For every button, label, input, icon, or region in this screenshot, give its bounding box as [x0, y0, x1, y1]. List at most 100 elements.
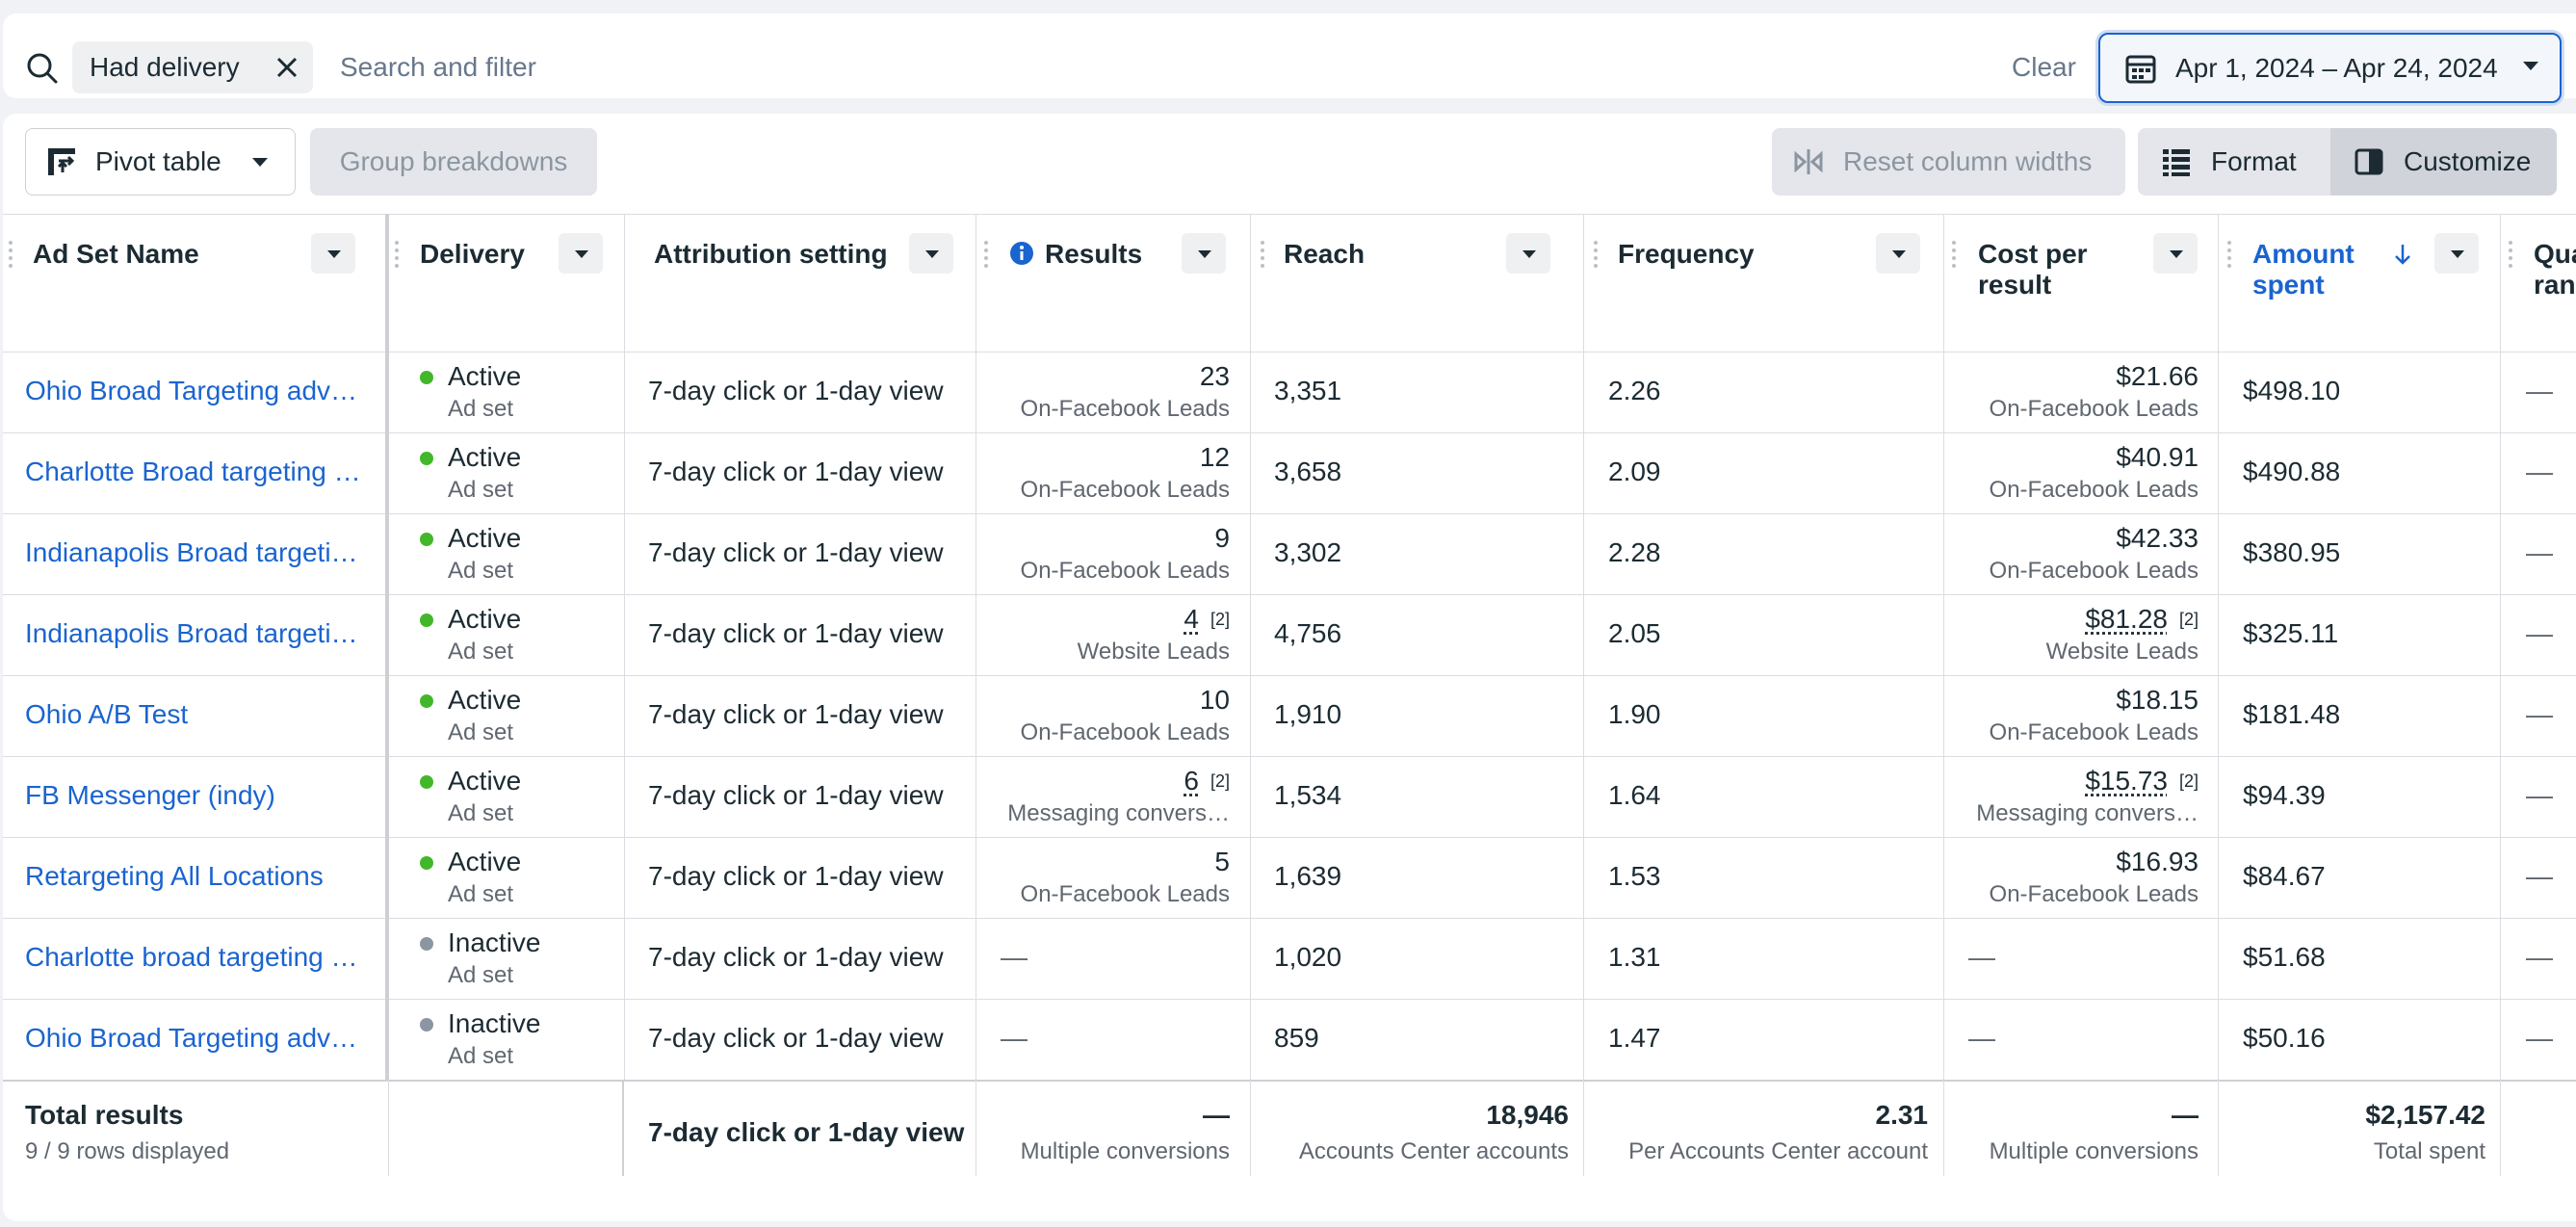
totals-results-sub: Multiple conversions — [1020, 1138, 1230, 1164]
reach-value: 1,020 — [1274, 942, 1342, 972]
delivery-status: Active — [448, 847, 522, 876]
frequency-value: 2.09 — [1608, 457, 1661, 486]
column-header-label: Results — [1045, 239, 1143, 269]
info-icon[interactable] — [1009, 241, 1034, 266]
column-divider — [1943, 214, 1944, 1176]
group-breakdowns-button[interactable]: Group breakdowns — [310, 128, 597, 196]
ad-set-name-link[interactable]: Ohio Broad Targeting adv… — [25, 376, 358, 405]
column-header-reach[interactable]: Reach — [1251, 214, 1583, 352]
totals-top-border — [3, 1080, 2576, 1082]
customize-label: Customize — [2404, 146, 2532, 176]
chevron-down-icon — [2523, 62, 2538, 70]
reach-value: 859 — [1274, 1023, 1319, 1053]
cost-per-result-value: — — [1968, 1023, 1995, 1053]
date-range-picker[interactable]: Apr 1, 2024 – Apr 24, 2024 — [2098, 33, 2562, 103]
ad-set-name-link[interactable]: Charlotte broad targeting … — [25, 942, 358, 972]
results-value: 9 — [976, 523, 1230, 554]
drag-handle-icon[interactable] — [1952, 241, 1958, 270]
column-header-frequency[interactable]: Frequency — [1584, 214, 1943, 352]
delivery-level: Ad set — [448, 477, 514, 503]
results-number: 12 — [1199, 442, 1230, 472]
close-icon[interactable] — [273, 53, 301, 82]
drag-handle-icon[interactable] — [984, 241, 990, 270]
ad-set-name-link[interactable]: Ohio Broad Targeting adv… — [25, 1023, 358, 1053]
results-number: 6 — [1184, 766, 1199, 796]
footnote-marker[interactable]: [2] — [1210, 610, 1230, 629]
ad-set-name-link[interactable]: Ohio A/B Test — [25, 699, 189, 729]
attribution-setting: 7-day click or 1-day view — [648, 376, 944, 405]
drag-handle-icon[interactable] — [1594, 241, 1600, 270]
cost-number: $15.73 — [2085, 766, 2168, 796]
reset-column-widths-button[interactable]: Reset column widths — [1772, 128, 2125, 196]
rows-displayed-count: 9 / 9 rows displayed — [25, 1138, 230, 1164]
column-header-ad-set-name[interactable]: Ad Set Name — [3, 214, 385, 352]
column-header-amount-spent[interactable]: Amount spent — [2219, 214, 2500, 352]
column-header-delivery[interactable]: Delivery — [389, 214, 624, 352]
totals-frequency: 2.31 — [1875, 1100, 1929, 1130]
search-input[interactable] — [340, 42, 1688, 92]
filter-chip-had-delivery[interactable]: Had delivery — [72, 41, 313, 93]
footnote-marker[interactable]: [2] — [1210, 771, 1230, 791]
results-type: On-Facebook Leads — [1020, 477, 1230, 503]
drag-handle-icon[interactable] — [2227, 241, 2233, 270]
column-header-cost-per-result[interactable]: Cost per result — [1944, 214, 2218, 352]
format-button[interactable]: Format — [2138, 128, 2330, 196]
delivery-status: Inactive — [448, 927, 541, 957]
cost-per-result-value: $81.28 [2] — [1944, 604, 2199, 635]
table-format-icon — [2163, 149, 2190, 176]
column-menu-button[interactable] — [559, 233, 603, 274]
frequency-value: 1.31 — [1608, 942, 1661, 972]
attribution-setting: 7-day click or 1-day view — [648, 537, 944, 567]
results-type: On-Facebook Leads — [1020, 719, 1230, 745]
ad-set-name-link[interactable]: Indianapolis Broad targeti… — [25, 537, 358, 567]
column-menu-button[interactable] — [311, 233, 355, 274]
row-divider — [3, 837, 2576, 838]
totals-reach: 18,946 — [1486, 1100, 1569, 1130]
pivot-table-label: Pivot table — [95, 146, 221, 176]
cost-per-result-value: — — [1968, 942, 1995, 972]
cost-type: On-Facebook Leads — [1989, 477, 2199, 503]
quality-ranking-value: — — [2526, 780, 2553, 810]
customize-button[interactable]: Customize — [2330, 128, 2557, 196]
ad-set-name-link[interactable]: FB Messenger (indy) — [25, 780, 275, 810]
column-header-results[interactable]: Results — [976, 214, 1250, 352]
status-dot-icon — [420, 533, 433, 546]
column-menu-button[interactable] — [2153, 233, 2198, 274]
frozen-column-divider — [385, 214, 389, 1080]
delivery-level: Ad set — [448, 396, 514, 422]
clear-button[interactable]: Clear — [2012, 52, 2076, 82]
column-menu-button[interactable] — [1182, 233, 1226, 274]
totals-cost-sub: Multiple conversions — [1989, 1138, 2199, 1164]
footnote-marker[interactable]: [2] — [2178, 610, 2199, 629]
ad-set-name-link[interactable]: Charlotte Broad targeting … — [25, 457, 361, 486]
ad-set-name-link[interactable]: Indianapolis Broad targeti… — [25, 618, 358, 648]
results-number: 5 — [1214, 847, 1230, 876]
column-menu-button[interactable] — [2434, 233, 2479, 274]
drag-handle-icon[interactable] — [1261, 241, 1266, 270]
results-value: — — [1001, 1023, 1028, 1053]
sort-descending-icon[interactable] — [2394, 243, 2411, 266]
drag-handle-icon[interactable] — [9, 241, 14, 270]
column-header-label: Frequency — [1618, 239, 1755, 269]
drag-handle-icon[interactable] — [2509, 241, 2514, 270]
status-dot-icon — [420, 614, 433, 627]
attribution-setting: 7-day click or 1-day view — [648, 699, 944, 729]
attribution-setting: 7-day click or 1-day view — [648, 861, 944, 891]
date-range-label: Apr 1, 2024 – Apr 24, 2024 — [2175, 52, 2498, 83]
cost-number: $81.28 — [2085, 604, 2168, 634]
ad-set-name-link[interactable]: Retargeting All Locations — [25, 861, 324, 891]
results-value: — — [1001, 942, 1028, 972]
column-header-label: Qua ran — [2534, 239, 2576, 300]
column-menu-button[interactable] — [1876, 233, 1920, 274]
search-filter-bar: Had delivery Clear Apr 1, 2024 – Apr 24,… — [3, 13, 2576, 103]
frequency-value: 2.05 — [1608, 618, 1661, 648]
column-header-attribution[interactable]: Attribution setting — [625, 214, 976, 352]
column-menu-button[interactable] — [1506, 233, 1550, 274]
pivot-table-button[interactable]: Pivot table — [25, 128, 296, 196]
cost-type: On-Facebook Leads — [1989, 719, 2199, 745]
footnote-marker[interactable]: [2] — [2178, 771, 2199, 791]
column-menu-button[interactable] — [909, 233, 953, 274]
delivery-level: Ad set — [448, 1043, 514, 1069]
column-header-quality-ranking[interactable]: Qua ran — [2501, 214, 2576, 352]
drag-handle-icon[interactable] — [395, 241, 401, 270]
